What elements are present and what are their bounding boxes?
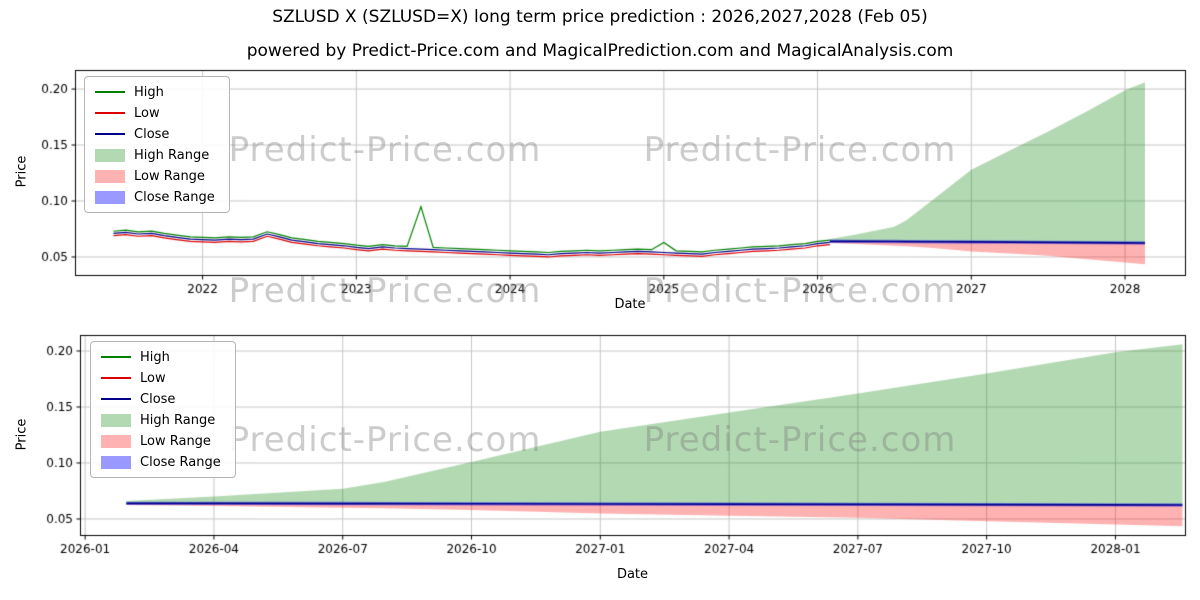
y-axis-label-price-top: Price	[14, 155, 30, 188]
x-axis-label-date-top: Date	[614, 297, 646, 312]
legend-item-high: High	[95, 84, 215, 100]
legend-item-close-range: Close Range	[101, 454, 221, 470]
legend-label: Low Range	[134, 168, 205, 184]
legend-label: High Range	[134, 147, 210, 163]
legend-label: Low	[134, 105, 160, 121]
high-line-swatch	[95, 91, 125, 93]
low-line-swatch	[95, 112, 125, 114]
legend-label: Low Range	[140, 433, 211, 449]
legend-item-low: Low	[101, 370, 221, 386]
high-range-patch-swatch	[101, 413, 131, 427]
legend-item-low: Low	[95, 105, 215, 121]
legend-item-high-range: High Range	[95, 147, 215, 163]
x-axis-label-date-bottom: Date	[616, 567, 649, 582]
legend-label: High	[134, 84, 164, 100]
high-range-patch-swatch	[95, 148, 125, 162]
low-range-patch-swatch	[101, 434, 131, 448]
legend-item-low-range: Low Range	[95, 168, 215, 184]
y-axis-label-price-bottom: Price	[14, 418, 30, 451]
legend-bottom-chart: High Low Close High Range Low Range Clos…	[90, 341, 236, 478]
legend-item-high-range: High Range	[101, 412, 221, 428]
legend-item-low-range: Low Range	[101, 433, 221, 449]
legend-item-close: Close	[95, 126, 215, 142]
figure-subtitle: powered by Predict-Price.com and Magical…	[246, 41, 954, 61]
legend-item-high: High	[101, 349, 221, 365]
figure-title: SZLUSD X (SZLUSD=X) long term price pred…	[272, 7, 928, 27]
close-line-swatch	[101, 398, 131, 400]
close-line-swatch	[95, 133, 125, 135]
low-range-patch-swatch	[95, 169, 125, 183]
close-range-patch-swatch	[95, 190, 125, 204]
legend-label: High Range	[140, 412, 216, 428]
close-range-patch-swatch	[101, 455, 131, 469]
legend-label: Close Range	[140, 454, 221, 470]
legend-label: Low	[140, 370, 166, 386]
high-line-swatch	[101, 356, 131, 358]
legend-label: Close	[140, 391, 176, 407]
legend-label: Close Range	[134, 189, 215, 205]
legend-item-close: Close	[101, 391, 221, 407]
legend-label: Close	[134, 126, 170, 142]
legend-item-close-range: Close Range	[95, 189, 215, 205]
legend-top-chart: High Low Close High Range Low Range Clos…	[84, 76, 230, 213]
low-line-swatch	[101, 377, 131, 379]
legend-label: High	[140, 349, 170, 365]
